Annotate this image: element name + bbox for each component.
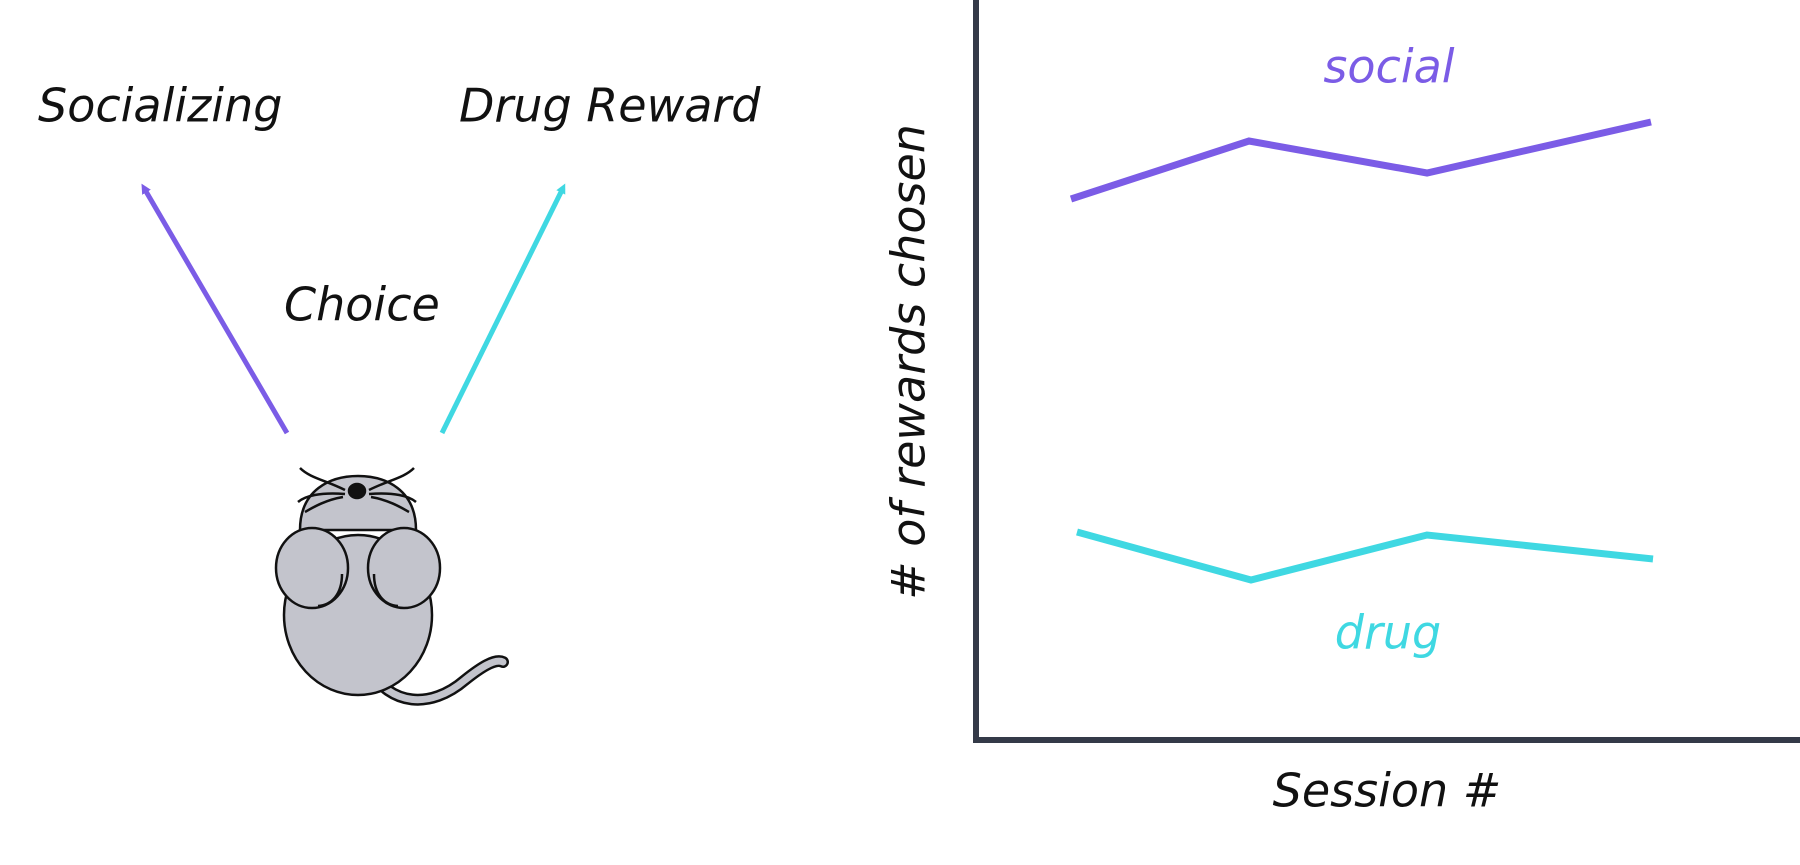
social-line	[1069, 118, 1652, 203]
label-drug: drug	[1335, 606, 1441, 660]
label-socializing: Socializing	[38, 79, 282, 133]
label-social: social	[1323, 40, 1454, 94]
y-axis-label: # of rewards chosen	[882, 124, 936, 600]
label-drug-reward: Drug Reward	[459, 79, 761, 133]
drug-line	[1076, 528, 1654, 584]
arrow-drug	[439, 183, 566, 435]
mouse-icon	[274, 467, 509, 706]
arrow-social	[141, 183, 290, 435]
x-axis-label: Session #	[1273, 764, 1502, 818]
label-choice: Choice	[284, 278, 440, 332]
